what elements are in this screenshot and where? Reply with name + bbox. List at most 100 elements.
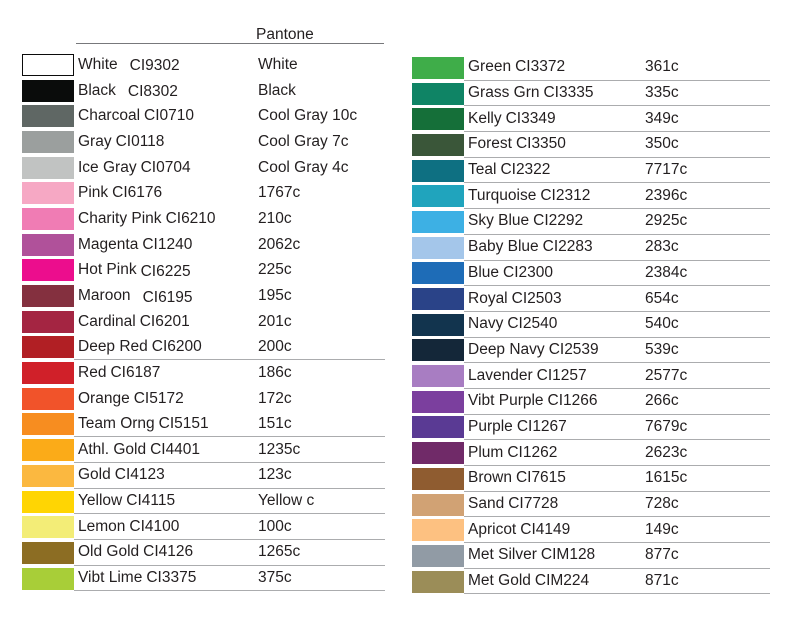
color-row: Vibt Lime CI3375 375c bbox=[22, 566, 385, 592]
color-name: Gray bbox=[78, 132, 112, 150]
color-row-text: Charcoal CI0710 Cool Gray 10c bbox=[74, 103, 385, 129]
color-name-label: Brown CI7615 bbox=[464, 469, 645, 487]
color-swatch bbox=[412, 365, 464, 388]
color-row-text: Met Gold CIM224 871c bbox=[464, 569, 770, 595]
color-name: Vibt Purple bbox=[468, 392, 544, 410]
color-name: Pink bbox=[78, 184, 109, 202]
pantone-header-rule bbox=[76, 43, 384, 45]
color-code: CIM224 bbox=[534, 572, 590, 590]
color-row-text: Vibt Purple CI1266 266c bbox=[464, 389, 770, 415]
color-row: Purple CI1267 7679c bbox=[412, 415, 770, 441]
pantone-value: 349c bbox=[645, 109, 679, 127]
color-code: CI0710 bbox=[144, 107, 195, 125]
pantone-value: 654c bbox=[645, 289, 679, 307]
color-row-text: Forest CI3350 350c bbox=[464, 132, 770, 158]
color-name-label: Baby Blue CI2283 bbox=[464, 238, 645, 256]
color-code: CI2539 bbox=[548, 340, 599, 358]
color-code: CI2322 bbox=[500, 161, 551, 179]
color-row: Vibt Purple CI1266 266c bbox=[412, 389, 770, 415]
color-name: Lavender bbox=[468, 366, 533, 384]
color-swatch bbox=[412, 159, 464, 182]
color-name: Teal bbox=[468, 161, 497, 179]
pantone-value: 728c bbox=[645, 495, 679, 513]
color-swatch bbox=[412, 56, 464, 79]
color-code: CI3375 bbox=[146, 569, 197, 587]
color-row: Brown CI7615 1615c bbox=[412, 466, 770, 492]
color-row-text: Baby Blue CI2283 283c bbox=[464, 235, 770, 261]
color-code: CI5151 bbox=[158, 414, 209, 432]
color-name: Sky Blue bbox=[468, 212, 530, 230]
color-row: Gray CI0118 Cool Gray 7c bbox=[22, 129, 385, 155]
pantone-value: Yellow c bbox=[258, 492, 315, 510]
color-name-label: Gray CI0118 bbox=[74, 133, 258, 151]
color-name: Lemon bbox=[78, 517, 126, 535]
color-name: Apricot bbox=[468, 520, 517, 538]
pantone-value: 151c bbox=[258, 414, 292, 432]
color-code: CI7728 bbox=[508, 495, 559, 513]
color-row-text: Black CI8302 Black bbox=[74, 78, 385, 104]
color-code: CI4126 bbox=[143, 543, 194, 561]
color-row-text: Teal CI2322 7717c bbox=[464, 158, 770, 184]
color-swatch bbox=[412, 236, 464, 259]
color-row-text: Gold CI4123 123c bbox=[74, 463, 385, 489]
color-swatch bbox=[22, 207, 74, 230]
color-code: CI1262 bbox=[507, 443, 558, 461]
color-swatch bbox=[412, 570, 464, 593]
color-row-text: Purple CI1267 7679c bbox=[464, 415, 770, 441]
color-swatch bbox=[412, 313, 464, 336]
color-row-text: Athl. Gold CI4401 1235c bbox=[74, 437, 385, 463]
color-code: CI4149 bbox=[520, 520, 571, 538]
color-row: White CI9302 White bbox=[22, 52, 385, 78]
color-swatch bbox=[22, 233, 74, 256]
color-swatch bbox=[22, 439, 74, 462]
color-name-label: Kelly CI3349 bbox=[464, 110, 645, 128]
color-swatch bbox=[412, 210, 464, 233]
color-code: CI1240 bbox=[142, 235, 193, 253]
color-row-text: Magenta CI1240 2062c bbox=[74, 232, 385, 258]
color-name-label: Met Silver CIM128 bbox=[464, 546, 645, 564]
color-code: CI0118 bbox=[115, 132, 165, 150]
pantone-value: 172c bbox=[258, 389, 292, 407]
color-row-text: Kelly CI3349 349c bbox=[464, 106, 770, 133]
color-row-text: White CI9302 White bbox=[74, 52, 385, 78]
color-name: Orange bbox=[78, 389, 130, 407]
color-swatch bbox=[412, 82, 464, 105]
pantone-value: 201c bbox=[258, 312, 292, 330]
color-row-text: Sand CI7728 728c bbox=[464, 492, 770, 518]
color-row-text: Ice Gray CI0704 Cool Gray 4c bbox=[74, 155, 385, 181]
color-name: Grass Grn bbox=[468, 84, 540, 102]
color-row-text: Apricot CI4149 149c bbox=[464, 517, 770, 544]
color-code: CI1267 bbox=[516, 417, 567, 435]
color-row: Green CI3372 361c bbox=[412, 55, 770, 81]
color-code: CI4123 bbox=[114, 466, 165, 484]
color-name: Yellow bbox=[78, 492, 123, 510]
color-row: Deep Red CI6200 200c bbox=[22, 335, 385, 361]
color-swatch bbox=[412, 442, 464, 465]
color-name: Kelly bbox=[468, 109, 502, 127]
color-name: Baby Blue bbox=[468, 238, 539, 256]
color-row: Team Orng CI5151 151c bbox=[22, 412, 385, 438]
color-row: Orange CI5172 172c bbox=[22, 386, 385, 412]
pantone-value: 1767c bbox=[258, 184, 301, 202]
pantone-value: Cool Gray 4c bbox=[258, 158, 349, 176]
color-name-label: Deep Navy CI2539 bbox=[464, 341, 645, 359]
color-row: Met Silver CIM128 877c bbox=[412, 543, 770, 569]
color-row: Lavender CI1257 2577c bbox=[412, 363, 770, 389]
color-row: Lemon CI4100 100c bbox=[22, 514, 385, 541]
color-name-label: Green CI3372 bbox=[464, 58, 645, 76]
pantone-value: 283c bbox=[645, 238, 679, 256]
color-row-text: Red CI6187 186c bbox=[74, 360, 385, 386]
color-code: CI1257 bbox=[536, 366, 587, 384]
color-swatch bbox=[412, 544, 464, 567]
color-name-label: Black CI8302 bbox=[74, 82, 258, 101]
color-code: CI6200 bbox=[151, 337, 202, 355]
color-name: Green bbox=[468, 58, 512, 76]
color-name-label: Athl. Gold CI4401 bbox=[74, 441, 258, 459]
pantone-value: 123c bbox=[258, 466, 292, 484]
pantone-value: 1235c bbox=[258, 440, 301, 458]
color-swatch bbox=[412, 288, 464, 311]
color-name: Magenta bbox=[78, 235, 139, 253]
color-row-text: Pink CI6176 1767c bbox=[74, 180, 385, 206]
color-code: CI3349 bbox=[505, 109, 556, 127]
pantone-value: 2384c bbox=[645, 263, 688, 281]
